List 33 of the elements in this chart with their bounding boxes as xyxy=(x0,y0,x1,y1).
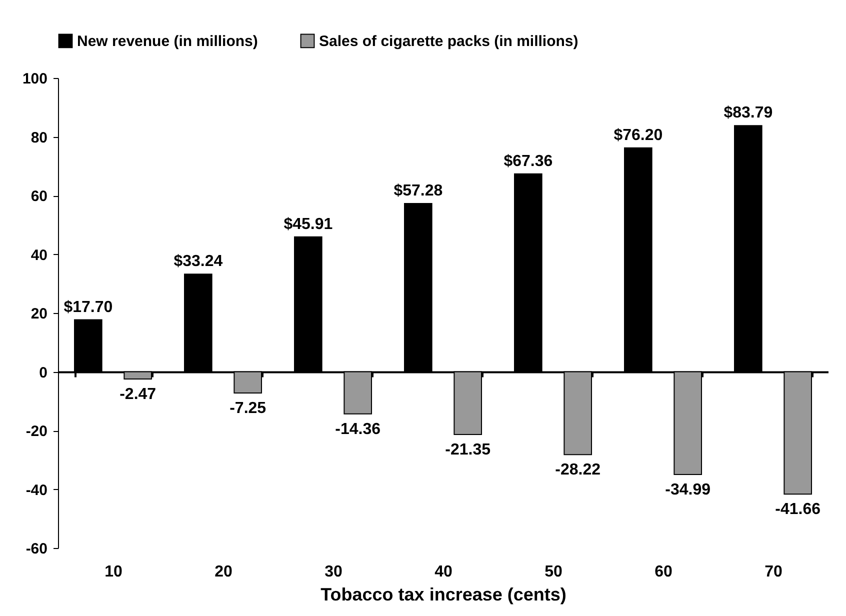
y-tick-label: 80 xyxy=(30,129,48,146)
data-label: -21.35 xyxy=(445,441,491,458)
y-tick-label: 20 xyxy=(30,306,48,322)
data-label: $67.36 xyxy=(504,152,553,170)
legend-label: New revenue (in millions) xyxy=(77,32,258,50)
data-label: $76.20 xyxy=(614,126,663,144)
data-label: $45.91 xyxy=(284,216,333,233)
y-tick-label: -40 xyxy=(26,482,48,499)
x-tick-label: 50 xyxy=(544,564,562,580)
x-tick-label: 70 xyxy=(764,564,782,580)
y-tick-label: -20 xyxy=(26,423,48,440)
legend-label: Sales of cigarette packs (in millions) xyxy=(319,32,578,50)
y-tick-label: 0 xyxy=(39,364,48,382)
data-label: -34.99 xyxy=(665,482,711,499)
data-label: $83.79 xyxy=(724,104,773,122)
x-tick-label: 20 xyxy=(214,564,232,580)
data-label: -14.36 xyxy=(335,420,381,438)
x-axis-title: Tobacco tax increase (cents) xyxy=(320,584,566,604)
y-tick-label: 60 xyxy=(30,188,48,205)
y-tick-label: 100 xyxy=(22,70,48,88)
data-label: -28.22 xyxy=(555,462,601,479)
x-tick-label: 30 xyxy=(324,564,342,580)
data-label: -2.47 xyxy=(120,386,156,404)
data-label: -41.66 xyxy=(775,501,821,518)
y-tick-label: 40 xyxy=(30,246,48,264)
data-label: -7.25 xyxy=(230,400,266,418)
data-label: $33.24 xyxy=(174,253,223,270)
data-label: $57.28 xyxy=(394,182,443,200)
x-tick-label: 40 xyxy=(434,564,452,580)
data-label: $17.70 xyxy=(64,298,113,316)
y-tick-label: -60 xyxy=(26,540,48,558)
x-tick-label: 60 xyxy=(654,564,672,580)
x-tick-label: 10 xyxy=(104,564,122,580)
